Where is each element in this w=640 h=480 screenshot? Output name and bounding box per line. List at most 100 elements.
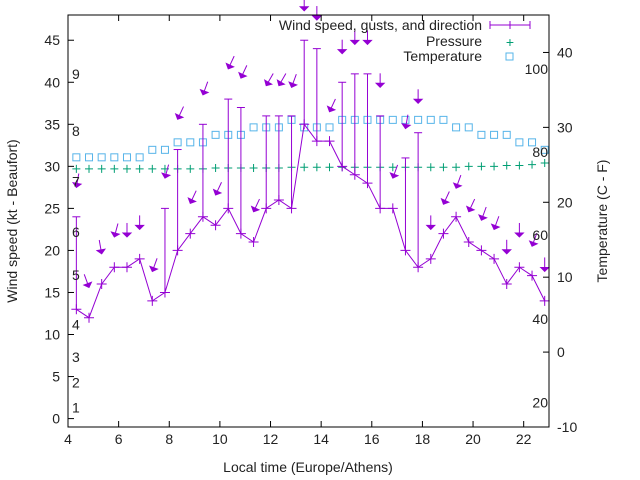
beaufort-label: 5 bbox=[72, 267, 80, 283]
temperature-point bbox=[426, 115, 435, 124]
y-tick-label: 10 bbox=[44, 327, 60, 343]
y2-tick-label: 0 bbox=[557, 344, 565, 360]
arrow-head bbox=[288, 81, 298, 88]
y-tick-label: 35 bbox=[44, 116, 60, 132]
x-tick-label: 16 bbox=[364, 431, 380, 447]
pressure-point bbox=[388, 163, 397, 172]
wind-speed-point bbox=[349, 169, 360, 180]
arrow-head bbox=[478, 214, 488, 221]
wind-speed-point bbox=[400, 245, 411, 256]
wind-speed-point bbox=[109, 262, 120, 273]
wind-speed-point bbox=[223, 203, 234, 214]
temperature-point bbox=[388, 115, 397, 124]
arrow-head bbox=[238, 71, 248, 79]
wind-direction-arrow-icon bbox=[374, 73, 386, 89]
wind-direction-arrow-icon bbox=[148, 258, 159, 273]
arrow-head bbox=[212, 188, 223, 196]
pressure-point bbox=[452, 163, 461, 172]
pressure-point bbox=[312, 163, 321, 172]
temperature-point bbox=[414, 115, 423, 124]
y2-tick-label: 10 bbox=[557, 269, 573, 285]
wind-speed-point bbox=[96, 279, 107, 290]
beaufort-label: 3 bbox=[72, 349, 80, 365]
pressure-point bbox=[490, 162, 499, 171]
temperature-point bbox=[528, 138, 537, 147]
temperature-point bbox=[490, 130, 499, 139]
y-tick-label: 5 bbox=[52, 369, 60, 385]
wind-speed-point bbox=[159, 287, 170, 298]
arrow-head bbox=[539, 266, 550, 273]
wind-direction-arrow-icon bbox=[465, 198, 476, 213]
arrow-head bbox=[174, 112, 185, 120]
wind-direction-arrow-icon bbox=[298, 0, 310, 12]
wind-speed-point bbox=[121, 262, 132, 273]
y-tick-label: 45 bbox=[44, 32, 60, 48]
wind-direction-arrow-icon bbox=[134, 215, 145, 231]
wind-direction-arrow-icon bbox=[490, 216, 501, 231]
legend: Wind speed, gusts, and direction Pressur… bbox=[279, 17, 531, 64]
arrow-head bbox=[82, 281, 93, 289]
pressure-point bbox=[325, 163, 334, 172]
pressure-point bbox=[186, 164, 195, 173]
pressure-point bbox=[426, 163, 435, 172]
arrow-head bbox=[528, 240, 539, 247]
wind-speed-point bbox=[438, 228, 449, 239]
pressure-point bbox=[148, 164, 157, 173]
temperature-point bbox=[173, 138, 182, 147]
wind-direction-arrow-icon bbox=[349, 30, 361, 46]
pressure-point bbox=[122, 164, 131, 173]
legend-swatch-pressure: + bbox=[506, 34, 514, 50]
wind-direction-arrow-icon bbox=[452, 174, 463, 189]
fahrenheit-label: 20 bbox=[532, 394, 548, 410]
plot-border bbox=[67, 14, 550, 428]
wind-direction-arrow-icon bbox=[401, 114, 412, 130]
wind-direction-arrow-icon bbox=[362, 30, 373, 46]
arrow-head bbox=[349, 39, 361, 46]
beaufort-label: 8 bbox=[72, 123, 80, 139]
wind-speed-point bbox=[210, 220, 221, 231]
temperature-point bbox=[135, 153, 144, 162]
arrow-head bbox=[452, 182, 463, 189]
arrow-head bbox=[199, 88, 210, 96]
arrow-head bbox=[326, 105, 337, 113]
legend-label-temperature: Temperature bbox=[403, 48, 482, 64]
wind-speed-point bbox=[476, 245, 487, 256]
fahrenheit-label: 60 bbox=[532, 227, 548, 243]
wind-speed-point bbox=[299, 119, 310, 130]
wind-speed-point bbox=[375, 203, 386, 214]
wind-speed-point bbox=[286, 203, 297, 214]
arrow-head bbox=[72, 182, 83, 189]
beaufort-label: 4 bbox=[72, 316, 80, 332]
fahrenheit-label: 80 bbox=[532, 144, 548, 160]
wind-direction-arrow-icon bbox=[528, 232, 539, 247]
pressure-point bbox=[135, 164, 144, 173]
wind-direction-arrow-icon bbox=[311, 6, 323, 21]
x-tick-label: 22 bbox=[516, 431, 532, 447]
wind-direction-arrow-icon bbox=[288, 73, 298, 88]
y2-tick-label: 20 bbox=[557, 194, 573, 210]
pressure-point bbox=[85, 164, 94, 173]
temperature-point bbox=[85, 153, 94, 162]
wind-speed-point bbox=[387, 203, 398, 214]
wind-speed-point bbox=[197, 211, 208, 222]
temperature-point bbox=[401, 115, 410, 124]
arrow-head bbox=[148, 265, 159, 273]
pressure-point bbox=[464, 162, 473, 171]
arrow-head bbox=[298, 6, 310, 12]
wind-speed-point bbox=[71, 304, 82, 315]
wind-speed-point bbox=[235, 228, 246, 239]
arrow-head bbox=[389, 172, 400, 179]
pressure-point bbox=[515, 161, 524, 170]
temperature-point bbox=[439, 115, 448, 124]
beaufort-label: 1 bbox=[72, 400, 80, 416]
arrow-head bbox=[161, 172, 172, 179]
temperature-point bbox=[160, 145, 169, 154]
wind-speed-point bbox=[337, 161, 348, 172]
arrow-head bbox=[374, 82, 386, 89]
x-axis-label: Local time (Europe/Athens) bbox=[223, 459, 393, 475]
y-tick-label: 20 bbox=[44, 242, 60, 258]
y2-axis-label: Temperature (C - F) bbox=[594, 160, 610, 283]
wind-direction-arrow-icon bbox=[110, 223, 121, 238]
temperature-point bbox=[477, 130, 486, 139]
wind-speed-point bbox=[489, 253, 500, 264]
